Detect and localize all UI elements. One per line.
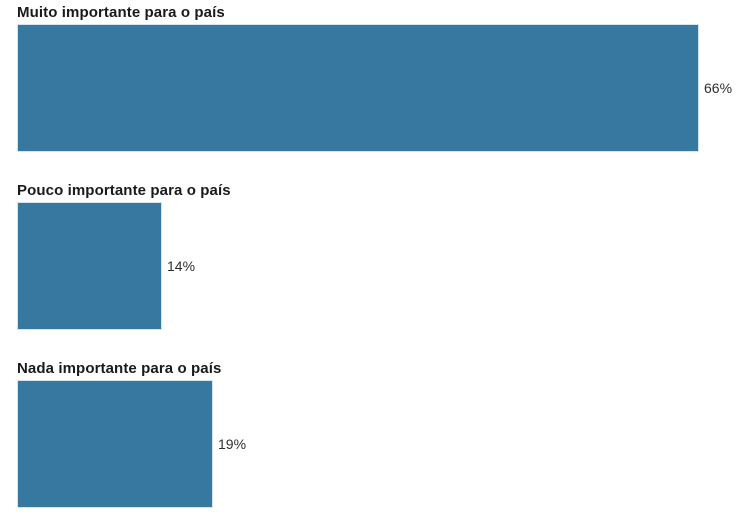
bar-group: Muito importante para o país 66% xyxy=(17,5,741,152)
bar xyxy=(17,380,213,508)
value-label: 66% xyxy=(704,80,733,96)
value-label: 14% xyxy=(167,258,196,274)
category-label: Nada importante para o país xyxy=(17,360,222,377)
value-label: 19% xyxy=(218,436,247,452)
bar xyxy=(17,202,162,330)
bar-group: Pouco importante para o país 14% xyxy=(17,183,741,330)
bar-row: 14% xyxy=(17,202,741,330)
bar-group: Nada importante para o país 19% xyxy=(17,361,741,508)
bar-row: 19% xyxy=(17,380,741,508)
bar-row: 66% xyxy=(17,24,741,152)
category-label: Muito importante para o país xyxy=(17,4,225,21)
bar xyxy=(17,24,699,152)
category-label: Pouco importante para o país xyxy=(17,182,231,199)
